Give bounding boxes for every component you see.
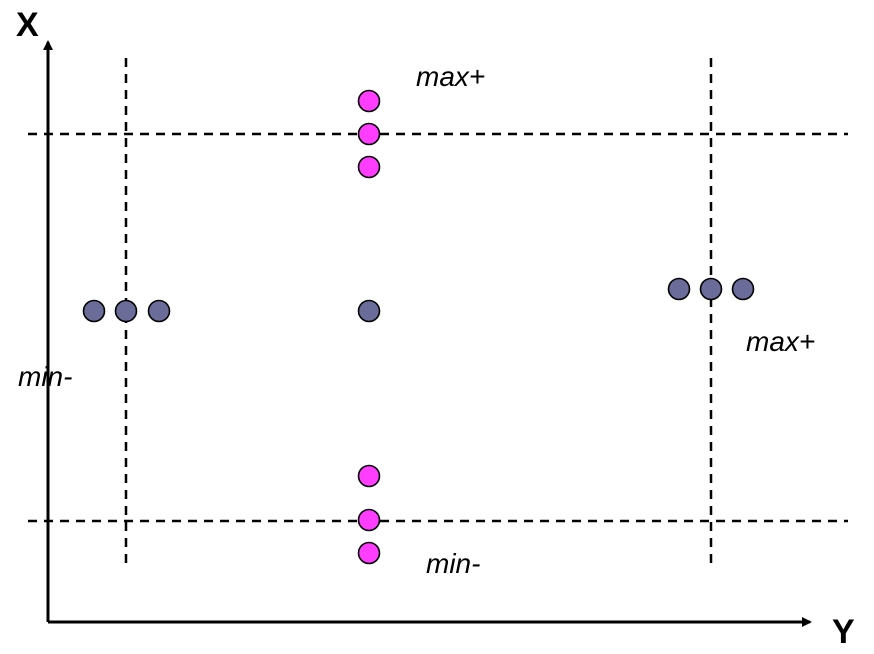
center-top-label: max+ [416, 61, 485, 92]
center-bottom-point-1 [357, 464, 381, 488]
left-point-1 [82, 299, 106, 323]
left-side-label: min- [18, 361, 72, 392]
right-side-label: max+ [746, 326, 815, 357]
right-point-2 [699, 277, 723, 301]
right-point-3 [731, 277, 755, 301]
center-bottom-point-3 [357, 541, 381, 565]
center-top-point-1 [357, 89, 381, 113]
center-top-point-2 [357, 122, 381, 146]
horizontal-axis-label: Y [832, 613, 855, 651]
left-point-3 [147, 299, 171, 323]
center-top-point-3 [357, 155, 381, 179]
center-bottom-label: min- [426, 548, 480, 579]
left-point-2 [114, 299, 138, 323]
vertical-axis-label: X [16, 6, 39, 44]
right-point-1 [667, 277, 691, 301]
center-bottom-point-2 [357, 508, 381, 532]
center-middle-point [357, 299, 381, 323]
